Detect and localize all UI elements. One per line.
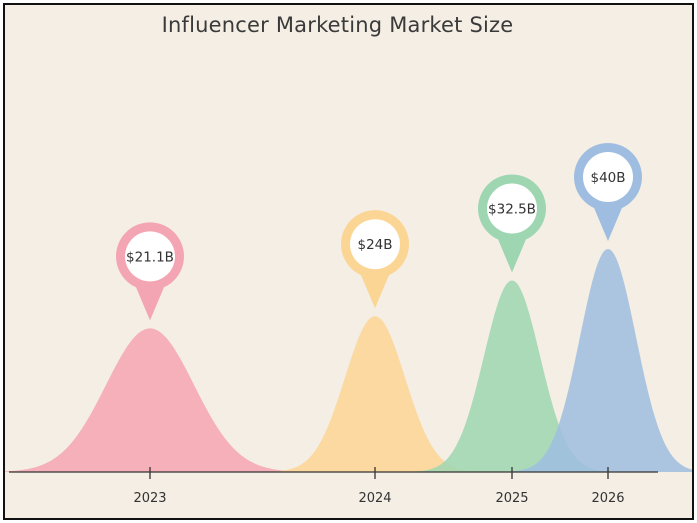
x-axis-ticks: 2023 2024 2025 2026 [133, 467, 625, 506]
x-tick-label-2023: 2023 [133, 491, 166, 506]
marker-inner-circle [125, 231, 175, 282]
marker-layer: $21.1B $24B $32.5B $40B [115, 142, 642, 321]
curve-layer [5, 249, 692, 472]
marker-inner-circle [350, 219, 400, 270]
value-label-2025: $32.5B [488, 202, 536, 218]
value-label-2024: $24B [357, 237, 392, 253]
value-marker-2023: $21.1B [115, 222, 184, 321]
x-tick-label-2024: 2024 [358, 491, 391, 506]
value-marker-2026: $40B [574, 142, 642, 241]
value-label-2023: $21.1B [126, 249, 174, 265]
marker-inner-circle [487, 183, 537, 234]
value-marker-2024: $24B [340, 210, 409, 309]
x-tick-label-2026: 2026 [591, 491, 624, 506]
curve-2026 [490, 249, 692, 472]
chart-frame: Influencer Marketing Market Size 2023 202… [3, 3, 694, 520]
curve-2024 [249, 316, 501, 472]
value-label-2026: $40B [590, 170, 625, 186]
chart-canvas: 2023 2024 2025 2026 $21.1B $24B $32.5B $40B [5, 142, 692, 506]
curve-2025 [394, 280, 630, 472]
x-tick-label-2025: 2025 [495, 491, 528, 506]
curve-2023 [5, 328, 335, 472]
value-marker-2025: $32.5B [478, 174, 546, 273]
chart-title: Influencer Marketing Market Size [161, 13, 514, 37]
marker-inner-circle [583, 152, 633, 202]
